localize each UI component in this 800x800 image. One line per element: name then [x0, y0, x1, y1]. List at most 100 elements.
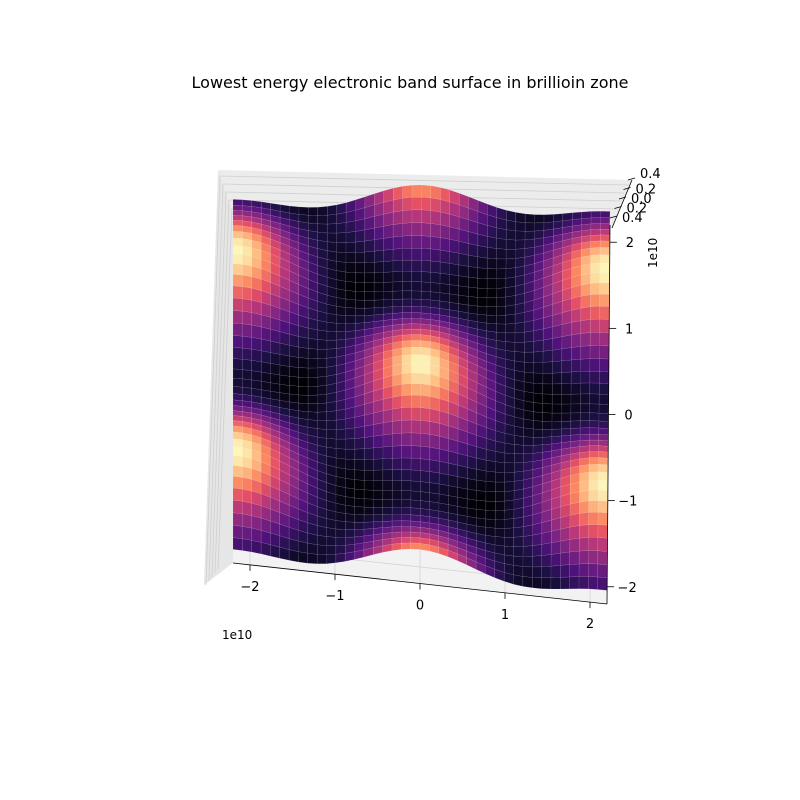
surface-facet: [589, 345, 600, 359]
surface-facet: [485, 527, 496, 537]
surface-facet: [364, 227, 375, 242]
z-gridline: [219, 175, 629, 186]
surface-facet: [600, 223, 610, 230]
surface-facet: [514, 332, 525, 343]
surface-facet: [336, 270, 347, 282]
surface-facet: [402, 306, 412, 313]
surface-facet: [495, 471, 505, 483]
surface-facet: [589, 332, 600, 346]
surface-facet: [513, 526, 524, 538]
x-tick-label: −2: [240, 580, 259, 595]
surface-facet: [242, 298, 252, 313]
surface-facet: [429, 408, 440, 424]
surface-facet: [580, 306, 591, 321]
surface-facet: [541, 519, 552, 534]
surface-facet: [383, 260, 394, 273]
surface-facet: [571, 333, 581, 348]
surface-facet: [440, 224, 450, 240]
surface-facet: [242, 513, 252, 529]
surface-facet: [326, 420, 337, 430]
surface-facet: [232, 438, 243, 448]
surface-facet: [505, 341, 516, 352]
surface-facet: [458, 264, 469, 278]
surface-facet: [429, 492, 440, 504]
surface-facet: [515, 239, 526, 250]
surface-facet: [420, 491, 430, 502]
surface-facet: [410, 531, 421, 539]
surface-facet: [476, 458, 487, 472]
side-pane: [204, 170, 233, 585]
surface-facet: [307, 553, 318, 564]
surface-facet: [326, 401, 337, 412]
surface-facet: [430, 197, 441, 213]
surface-facet: [401, 347, 412, 356]
surface-facet: [561, 383, 572, 395]
surface-facet: [307, 532, 318, 545]
surface-facet: [524, 341, 534, 353]
surface-facet: [467, 488, 477, 501]
surface-facet: [514, 444, 524, 455]
y-tick-label: −1: [618, 495, 637, 510]
surface-facet: [345, 458, 355, 471]
surface-facet: [354, 437, 365, 450]
surface-facet: [289, 355, 299, 368]
surface-facet: [364, 447, 374, 460]
surface-facet: [383, 299, 394, 308]
surface-facet: [522, 576, 533, 588]
surface-facet: [485, 449, 496, 462]
surface-facet: [468, 286, 478, 298]
surface-facet: [448, 450, 459, 466]
surface-facet: [345, 468, 355, 480]
surface-facet: [355, 251, 365, 264]
surface-facet: [392, 420, 402, 435]
surface-facet: [374, 202, 384, 217]
surface-facet: [561, 420, 571, 430]
surface-facet: [373, 307, 384, 316]
surface-facet: [317, 393, 328, 404]
surface-facet: [561, 347, 572, 362]
surface-facet: [552, 394, 562, 405]
x-tick-label: 2: [586, 617, 594, 632]
surface-facet: [373, 410, 384, 425]
surface-facet: [401, 499, 412, 508]
surface-facet: [392, 469, 402, 481]
surface-facet: [382, 446, 393, 459]
surface-facet: [590, 240, 601, 249]
z-tick-label: 0.2: [636, 183, 657, 198]
surface-facet: [345, 487, 355, 499]
surface-facet: [588, 464, 599, 473]
surface-facet: [232, 399, 243, 407]
surface-facet: [504, 462, 515, 473]
surface-facet: [570, 412, 581, 422]
surface-facet: [410, 499, 421, 509]
surface-facet: [597, 550, 608, 566]
surface-facet: [504, 490, 515, 502]
surface-facet: [542, 412, 553, 422]
surface-facet: [590, 272, 601, 284]
surface-facet: [270, 329, 281, 344]
surface-facet: [411, 312, 422, 319]
surface-facet: [496, 268, 507, 280]
surface-facet: [374, 238, 384, 252]
surface-facet: [391, 543, 402, 551]
surface-facet: [523, 436, 534, 446]
surface-facet: [429, 482, 440, 495]
surface-facet: [569, 576, 580, 590]
surface-facet: [505, 323, 516, 334]
surface-facet: [495, 481, 505, 493]
surface-facet: [317, 402, 327, 413]
surface-facet: [411, 334, 422, 341]
surface-facet: [599, 345, 610, 360]
surface-facet: [410, 432, 421, 447]
surface-facet: [449, 226, 460, 242]
surface-facet: [495, 461, 506, 473]
surface-facet: [392, 364, 403, 376]
surface-facet: [579, 427, 590, 435]
surface-facet: [523, 453, 534, 463]
surface-facet: [551, 428, 562, 437]
surface-facet: [260, 542, 271, 557]
surface-facet: [345, 307, 356, 317]
surface-facet: [232, 297, 243, 312]
surface-facet: [232, 431, 243, 440]
surface-facet: [523, 427, 534, 438]
